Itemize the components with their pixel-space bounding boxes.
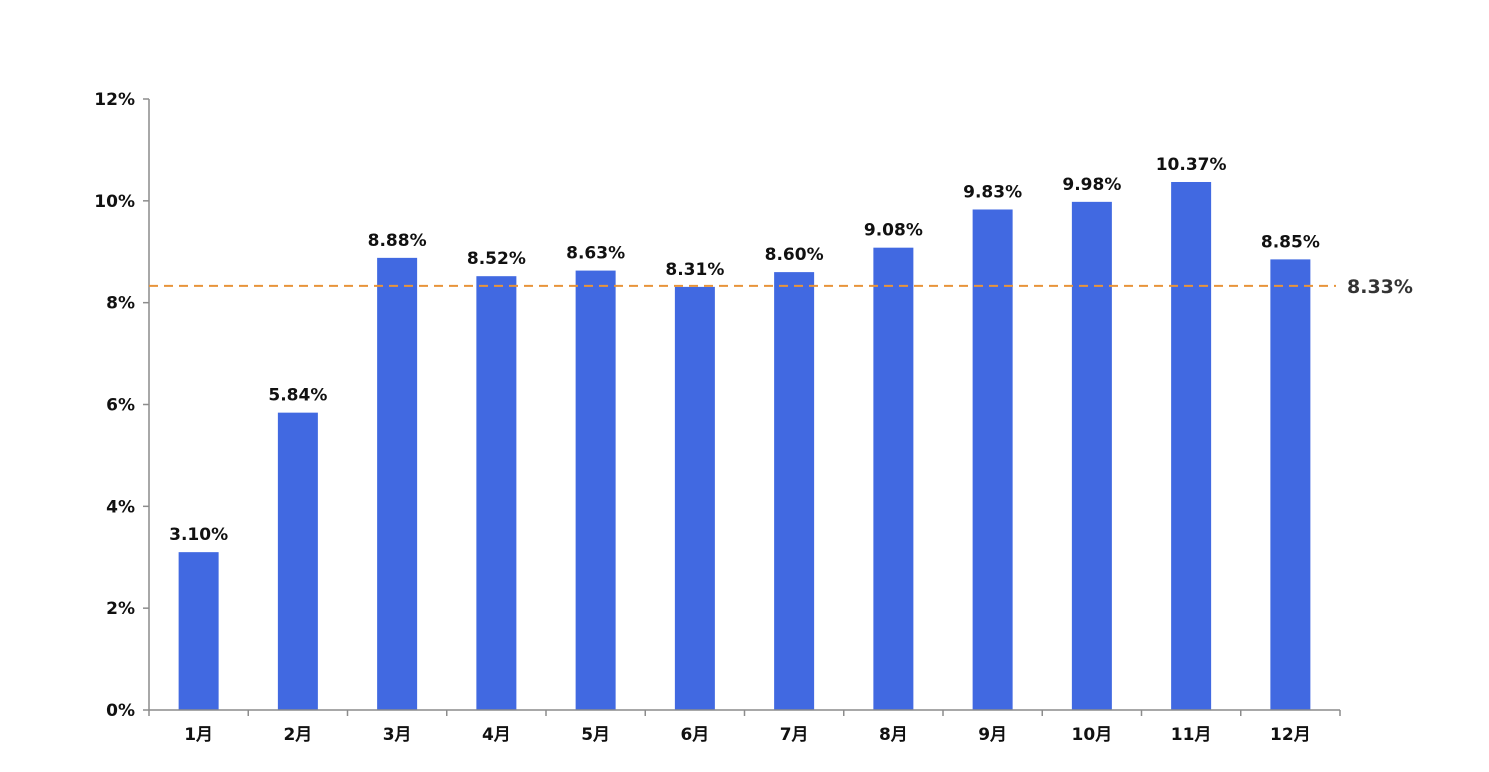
bar: [178, 552, 219, 710]
data-label: 9.98%: [1062, 175, 1121, 195]
data-label: 8.88%: [368, 231, 427, 251]
y-tick-label: 12%: [94, 90, 135, 110]
bar: [1071, 201, 1112, 710]
data-label: 5.84%: [268, 386, 327, 406]
data-label: 8.31%: [665, 260, 724, 280]
axes-group: 1月 2月 3月 4月 5月 6月 7月 8月 9月 10月 11月 12月 0% 2% 4% 6% 8% 10%…: [94, 90, 1341, 745]
y-tick-label: 6%: [106, 396, 135, 416]
x-tick-label: 12月: [1270, 725, 1311, 745]
bar: [972, 209, 1013, 710]
data-label: 9.08%: [864, 221, 923, 241]
reference-line-group: 8.33%: [149, 276, 1413, 298]
bar: [774, 272, 815, 710]
bar: [377, 257, 418, 710]
x-tick-label: 3月: [383, 725, 412, 745]
y-tick-label: 2%: [106, 599, 135, 619]
x-tick-label: 7月: [780, 725, 809, 745]
data-label: 9.83%: [963, 182, 1022, 202]
bar: [674, 286, 715, 710]
y-tick-label: 10%: [94, 192, 135, 212]
x-tick-label: 4月: [482, 725, 511, 745]
data-label: 8.63%: [566, 244, 625, 264]
bar: [575, 270, 616, 710]
bar: [1270, 259, 1311, 710]
x-tick-label: 8月: [879, 725, 908, 745]
x-tick-label: 5月: [581, 725, 610, 745]
data-label: 8.60%: [765, 245, 824, 265]
y-tick-label: 8%: [106, 294, 135, 314]
average-reference-label: 8.33%: [1347, 276, 1413, 298]
x-tick-label: 1月: [184, 725, 213, 745]
x-tick-label: 10月: [1072, 725, 1113, 745]
y-tick-label: 4%: [106, 497, 135, 517]
x-tick-label: 11月: [1171, 725, 1212, 745]
x-tick-label: 2月: [283, 725, 312, 745]
bar: [277, 412, 318, 710]
data-label: 8.85%: [1261, 232, 1320, 252]
bars-group: 3.10% 5.84% 8.88% 8.52% 8.63% 8.31% 8.60% 9.08%…: [169, 155, 1320, 711]
data-label: 10.37%: [1156, 155, 1227, 175]
bar: [873, 247, 914, 710]
bar: [476, 276, 517, 710]
bar: [1171, 181, 1212, 711]
x-tick-label: 9月: [978, 725, 1007, 745]
x-tick-label: 6月: [680, 725, 709, 745]
data-label: 8.52%: [467, 249, 526, 269]
y-tick-label: 0%: [106, 701, 135, 721]
data-label: 3.10%: [169, 525, 228, 545]
